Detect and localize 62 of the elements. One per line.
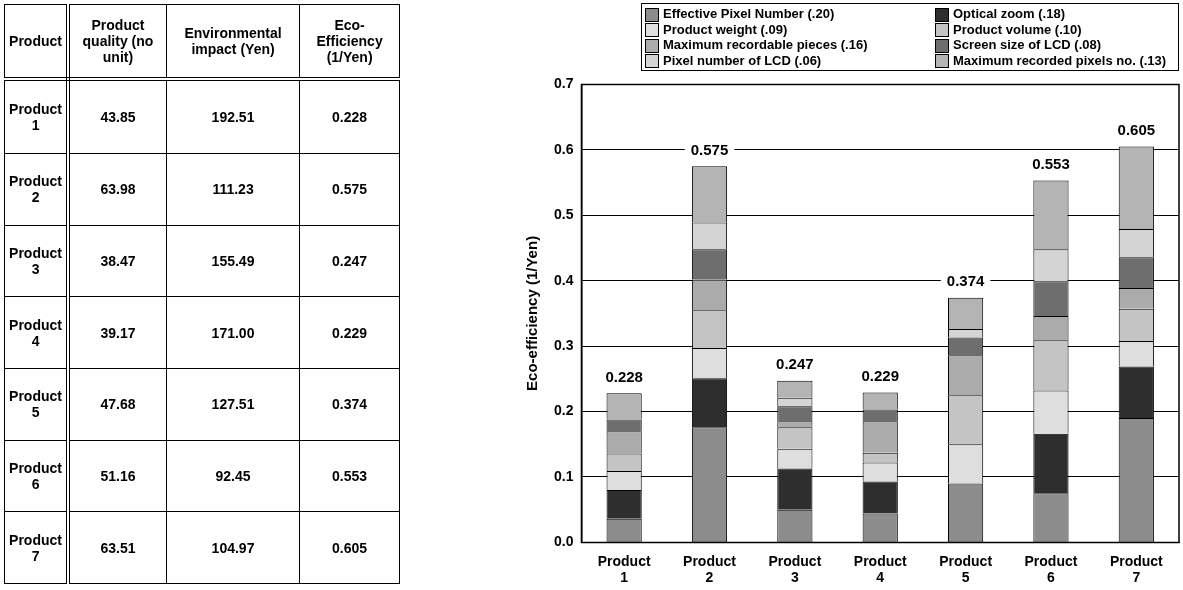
legend-label: Maximum recorded pixels no. (.13) [953, 52, 1167, 68]
y-axis-title: Product [4, 4, 69, 79]
data-label: 0.229 [299, 296, 400, 369]
y-tick-label: Product 1 [4, 79, 69, 154]
y-tick-label: 0.7 [553, 75, 574, 92]
y-tick-label: 0.5 [553, 206, 574, 223]
x-tick-label: Eco-Efficiency (1/Yen) [299, 4, 400, 79]
data-label: 0.228 [299, 79, 400, 154]
data-label: 63.51 [68, 511, 167, 584]
y-tick-label: 0.1 [553, 467, 574, 484]
y-tick-label: 0.3 [553, 336, 574, 353]
legend-label: Pixel number of LCD (.06) [663, 52, 822, 68]
y-tick-label: Product 2 [4, 153, 69, 226]
data-label: 63.98 [68, 153, 167, 226]
legend-label: Maximum recordable pieces (.16) [663, 37, 868, 53]
x-tick-label: Product 7 [1109, 552, 1164, 586]
y-tick-label: 0.6 [553, 140, 574, 157]
y-tick-label: 0.2 [553, 402, 574, 419]
data-label: 51.16 [68, 440, 167, 512]
total-label: 0.374 [946, 272, 986, 290]
data-label: 43.85 [68, 79, 167, 154]
x-tick-label: Product 5 [939, 552, 993, 586]
data-label: 38.47 [68, 225, 167, 297]
data-label: 0.247 [299, 225, 400, 297]
y-tick-label: Product 4 [4, 296, 69, 369]
data-label: 47.68 [68, 368, 167, 441]
y-tick-label: 0.0 [553, 533, 574, 550]
data-label: 0.553 [299, 440, 400, 512]
data-label: 104.97 [166, 511, 300, 584]
total-label: 0.575 [690, 140, 729, 158]
y-tick-label: Product 3 [4, 225, 69, 297]
total-label: 0.228 [605, 367, 643, 385]
legend-label: Screen size of LCD (.08) [953, 37, 1102, 53]
y-tick-label: Product 5 [4, 368, 69, 441]
data-label: 0.575 [299, 153, 400, 226]
data-label: 0.374 [299, 368, 400, 441]
x-tick-label: Environmental impact (Yen) [166, 4, 300, 79]
y-tick-label: Product 6 [4, 440, 69, 512]
legend-label: Product weight (.09) [663, 21, 788, 37]
data-label: 127.51 [166, 368, 300, 441]
data-label: 155.49 [166, 225, 300, 297]
data-label: 111.23 [166, 153, 300, 226]
legend-label: Product volume (.10) [953, 21, 1082, 37]
data-label: 92.45 [166, 440, 300, 512]
data-label: 0.605 [299, 511, 400, 584]
total-label: 0.553 [1032, 155, 1070, 173]
y-tick-label: 0.4 [553, 271, 574, 288]
x-tick-label: Product 6 [1024, 552, 1078, 586]
x-tick-label: Product 1 [597, 552, 651, 586]
legend-label: Optical zoom (.18) [953, 6, 1065, 21]
x-tick-label: Product 3 [768, 552, 822, 586]
data-label: 171.00 [166, 296, 300, 369]
total-label: 0.605 [1117, 121, 1156, 139]
data-label: 39.17 [68, 296, 167, 369]
x-tick-label: Product 4 [853, 552, 908, 586]
data-label: 192.51 [166, 79, 300, 154]
x-tick-label: Product 2 [683, 552, 737, 586]
y-axis-title: Eco-efficiency (1/Yen) [523, 235, 541, 391]
total-label: 0.229 [861, 367, 899, 385]
legend-label: Effective Pixel Number (.20) [663, 6, 835, 21]
x-tick-label: Product quality (no unit) [68, 4, 167, 79]
total-label: 0.247 [776, 355, 814, 373]
